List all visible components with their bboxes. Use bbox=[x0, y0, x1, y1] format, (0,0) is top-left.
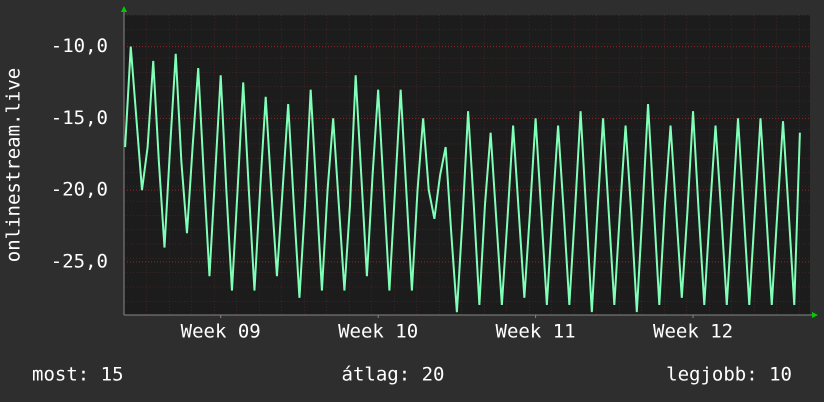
y-tick-label: -25,0 bbox=[51, 250, 108, 272]
axis-arrow bbox=[812, 312, 818, 318]
axis-arrow bbox=[121, 6, 127, 12]
data-line bbox=[124, 46, 801, 313]
x-tick-label: Week 09 bbox=[181, 321, 261, 343]
y-tick-label: -15,0 bbox=[51, 107, 108, 129]
footer-best: legjobb: 10 bbox=[666, 364, 792, 386]
x-tick-label: Week 12 bbox=[653, 321, 733, 343]
footer-average: átlag: 20 bbox=[342, 364, 445, 386]
y-tick-label: -20,0 bbox=[51, 179, 108, 201]
y-tick-label: -10,0 bbox=[51, 35, 108, 57]
footer-current: most: 15 bbox=[32, 364, 124, 386]
x-tick-label: Week 10 bbox=[338, 321, 418, 343]
y-axis-label: onlinestream.live bbox=[3, 68, 25, 262]
x-tick-label: Week 11 bbox=[496, 321, 576, 343]
